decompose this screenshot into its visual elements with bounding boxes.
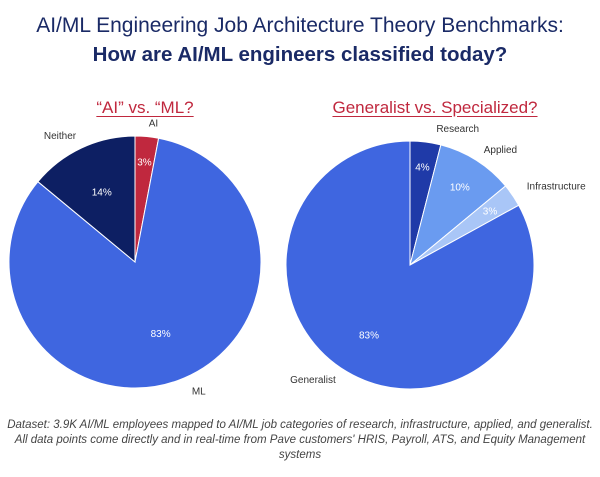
page-title: AI/ML Engineering Job Architecture Theor…: [36, 14, 564, 37]
chart-title-ai-vs-ml: “AI” vs. “ML?: [96, 98, 194, 117]
slice-value-label: 83%: [151, 329, 171, 340]
slice-category-label: ML: [192, 386, 206, 397]
slice-category-label: Generalist: [290, 375, 336, 386]
slice-category-label: Research: [436, 124, 479, 135]
slice-value-label: 3%: [483, 207, 498, 218]
slice-value-label: 4%: [415, 163, 430, 174]
pie-slice-ml: [8, 137, 262, 389]
pie-slice-applied: [409, 144, 507, 267]
slice-value-label: 3%: [137, 158, 152, 169]
pie-slice-neither: [37, 135, 136, 264]
slice-category-label: Neither: [44, 131, 77, 142]
chart-title-generalist-vs-specialized: Generalist vs. Specialized?: [332, 98, 538, 117]
slice-value-label: 14%: [92, 187, 112, 198]
slice-category-label: Infrastructure: [527, 182, 586, 193]
pie-chart-1: 3% AI 83% ML 14% Neither: [8, 118, 262, 397]
slice-value-label: 83%: [359, 330, 379, 341]
slice-category-label: AI: [149, 118, 158, 129]
slice-category-label: Applied: [484, 145, 517, 156]
pie-slice-generalist: [285, 140, 535, 390]
dataset-footnote: Dataset: 3.9K AI/ML employees mapped to …: [7, 419, 593, 461]
pie-chart-2: 4% Research 10% Applied 3% Infrastructure 83% G…: [285, 124, 586, 390]
page-subtitle: How are AI/ML engineers classified today…: [92, 43, 508, 66]
slice-value-label: 10%: [450, 182, 470, 193]
